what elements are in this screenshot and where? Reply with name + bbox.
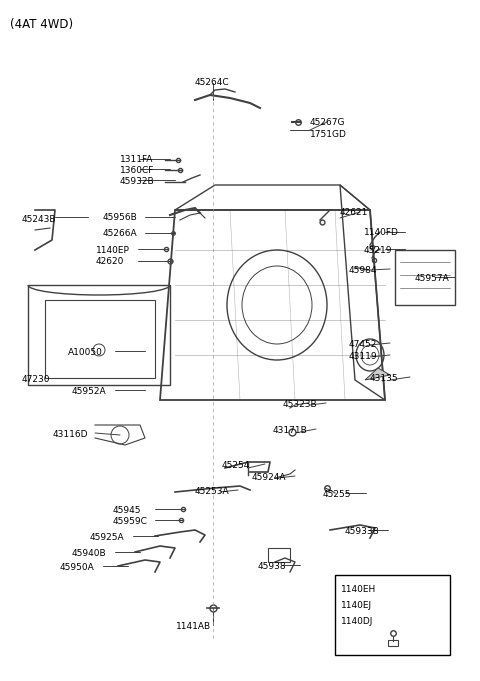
Text: 43135: 43135 (370, 374, 398, 383)
Text: (4AT 4WD): (4AT 4WD) (10, 18, 73, 31)
Text: 45264C: 45264C (195, 78, 229, 87)
Text: 45323B: 45323B (283, 400, 318, 409)
Text: 45932B: 45932B (120, 177, 155, 186)
Text: 45952A: 45952A (72, 387, 107, 396)
Polygon shape (365, 368, 390, 380)
Text: 42621: 42621 (340, 208, 368, 217)
Text: 1140DJ: 1140DJ (341, 617, 373, 626)
Text: 1140EH: 1140EH (341, 585, 376, 594)
Text: 43116D: 43116D (53, 430, 88, 439)
Text: 45253A: 45253A (195, 487, 229, 496)
Text: 45219: 45219 (364, 246, 393, 255)
Text: A10050: A10050 (68, 348, 103, 357)
Text: 45925A: 45925A (90, 533, 125, 542)
Text: 45945: 45945 (113, 506, 142, 515)
Text: 1311FA: 1311FA (120, 155, 154, 164)
Text: 45243B: 45243B (22, 215, 57, 224)
Text: 45940B: 45940B (72, 549, 107, 558)
Text: 45254: 45254 (222, 461, 251, 470)
Text: 45924A: 45924A (252, 473, 287, 482)
Text: 45959C: 45959C (113, 517, 148, 526)
Text: 1360CF: 1360CF (120, 166, 155, 175)
Text: 45266A: 45266A (103, 229, 138, 238)
Text: 45956B: 45956B (103, 213, 138, 222)
Text: 1140EP: 1140EP (96, 246, 130, 255)
Text: 45938: 45938 (258, 562, 287, 571)
Text: 1141AB: 1141AB (176, 622, 211, 631)
Bar (268, 548, 290, 562)
Text: 45933B: 45933B (345, 527, 380, 536)
Text: 43119: 43119 (349, 352, 378, 361)
Text: 1140EJ: 1140EJ (341, 601, 372, 610)
Text: 1140FD: 1140FD (364, 228, 399, 237)
Text: 45984: 45984 (349, 266, 377, 275)
Text: 45255: 45255 (323, 490, 351, 499)
Text: 45950A: 45950A (60, 563, 95, 572)
Text: 1751GD: 1751GD (310, 130, 347, 139)
Bar (335, 575, 450, 655)
Bar (387, 640, 397, 646)
Text: 45957A: 45957A (415, 274, 450, 283)
Text: 45267G: 45267G (310, 118, 346, 127)
Text: 42620: 42620 (96, 257, 124, 266)
Text: 43171B: 43171B (273, 426, 308, 435)
Text: 47452: 47452 (349, 340, 377, 349)
Text: 47230: 47230 (22, 375, 50, 384)
